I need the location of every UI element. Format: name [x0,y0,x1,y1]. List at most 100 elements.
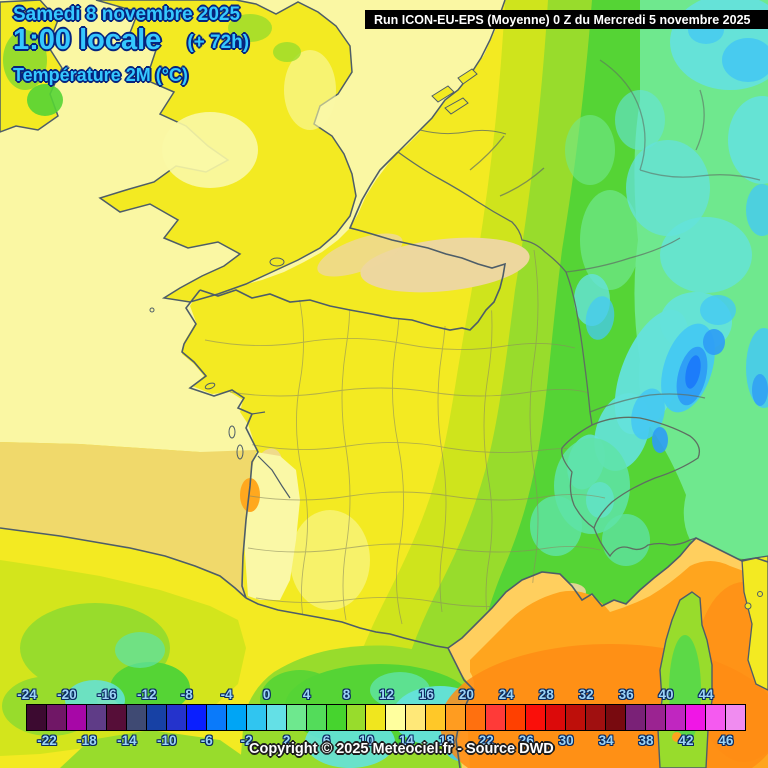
department-line [296,291,308,633]
coastline-france-atlantic [181,289,259,599]
temperature-patch [290,510,370,610]
zeeland-island [457,68,478,85]
temperature-patch-alps [652,427,668,453]
colorbar-tick-label: 6 [322,733,331,748]
colorbar-tick-label: 28 [538,687,554,702]
sea-tan-band [360,237,530,293]
department-line [247,543,601,553]
colorbar-tick-label: -8 [180,687,193,702]
copyright-notice: Copyright © 2025 Meteociel.fr - Source D… [249,741,554,757]
colorbar-tick-label: -4 [220,687,233,702]
forecast-lead-time: (+ 72h) [187,31,250,53]
temperature-patch [115,632,165,668]
italy-coast [741,555,768,691]
colorbar-cell [166,705,186,730]
zeeland-island [444,97,469,115]
british-isles [0,0,357,313]
colorbar-cell [66,705,86,730]
netherlands-coast [397,0,507,153]
zeeland-island [431,85,455,103]
colorbar-cell [326,705,346,730]
isle-of-wight [269,257,285,267]
department-line [341,247,351,621]
colorbar-cell [486,705,506,730]
temperature-patch [284,50,336,130]
colorbar-cell [606,705,626,730]
coastlines [0,151,768,768]
colorbar-cell [526,705,546,730]
temperature-patch [110,662,190,714]
border-france-italy [593,527,697,558]
department-line [204,337,576,351]
colorbar-cell [286,705,306,730]
colorbar-cell [446,705,466,730]
colorbar-cell [626,705,646,730]
border-germany-region [589,393,706,413]
colorbar-cell [86,705,106,730]
colorbar-tick-label: 4 [302,687,311,702]
colorbar-cell [666,705,685,730]
colorbar-cell [126,705,146,730]
coastline-spain-mediterranean [447,647,476,768]
colorbar-cell [146,705,166,730]
colorbar-labels-top: -24 -20 -16 -12 -8 -4 0 4 8 12 16 20 24 28 32 36 40 44 [0,687,768,703]
colorbar-tick-label: -16 [97,687,117,702]
sea-biscay [0,442,256,596]
colorbar-cell [206,705,226,730]
colorbar-cell [466,705,486,730]
massif-central-patches [530,438,650,566]
colorbar-cell [106,705,126,730]
coastline-france-channel [199,151,507,331]
border-france-spain-pyrenees [245,597,449,649]
warm-spot-corsica [672,732,682,742]
forecast-header: Samedi 8 novembre 2025 1:00 locale (+ 72… [13,5,249,85]
temperature-patch [162,112,258,188]
colorbar-cell [725,705,745,730]
temperature-patch [585,296,615,340]
island [757,591,763,597]
temperature-patch-alps-cold-spot [685,355,701,389]
temperature-patch [626,140,710,236]
forecast-date: Samedi 8 novembre 2025 [13,4,241,25]
border-germany-region [565,237,681,273]
colorbar-tick-label: 22 [478,733,494,748]
belle-ile [204,382,216,390]
colorbar-tick-label: 40 [658,687,674,702]
sea-tan-band [317,233,403,277]
colorbar-tick-label: 14 [398,733,414,748]
colorbar-labels-bottom: -22 -18 -14 -10 -6 -2 2 6 10 14 18 22 26 30 34 38 42 46 [0,733,768,749]
colorbar-tick-label: -12 [137,687,157,702]
colorbar-cells [26,704,746,731]
colorbar-cell [246,705,266,730]
border-germany-region [599,59,761,181]
temperature-patch [580,190,640,290]
colorbar-cell [646,705,665,730]
temperature-patch-alps [752,374,768,406]
colorbar-tick-label: 26 [518,733,534,748]
colorbar-tick-label: 2 [282,733,291,748]
border-france-northeast [397,151,593,426]
temperature-patch [565,115,615,185]
coastline-france-mediterranean [447,537,768,649]
temperature-patch [660,217,752,293]
run-info-text: Run ICON-EU-EPS (Moyenne) 0 Z du Mercred… [374,12,751,27]
warm-spot-gironde [240,478,260,512]
colorbar-cell [386,705,406,730]
colorbar-tick-label: -10 [157,733,177,748]
colorbar-cell [566,705,586,730]
colorbar-tick-label: 10 [358,733,374,748]
colorbar-cell [266,705,286,730]
elba-island [744,602,752,610]
department-line [247,441,604,454]
temperature-patch [27,84,63,116]
coastline-netherlands [397,0,506,153]
colorbar-tick-label: 16 [418,687,434,702]
colorbar-tick-label: -22 [37,733,57,748]
estuary-gironde [251,411,291,499]
forecast-variable: Température 2M (°C) [13,65,188,86]
colorbar-cell [586,705,606,730]
temperature-patch-alps [631,388,665,440]
temperature-patch [60,730,260,768]
